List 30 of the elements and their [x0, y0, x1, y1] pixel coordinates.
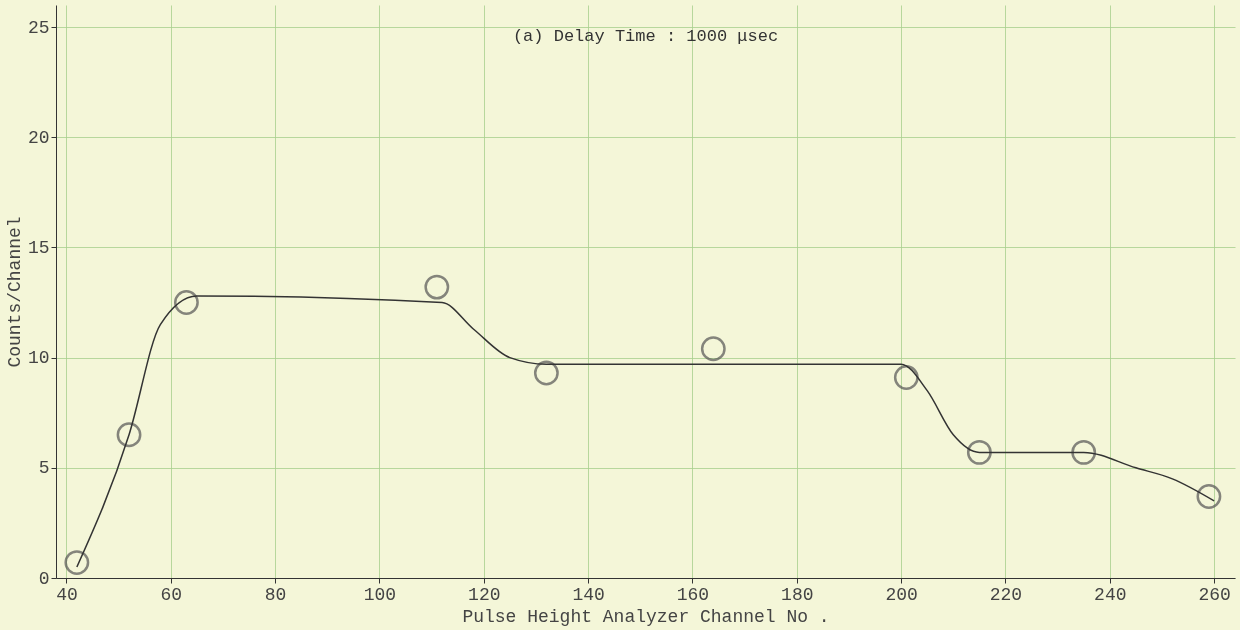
- x-tick-label: 120: [468, 584, 501, 605]
- x-tick-label: 180: [781, 584, 814, 605]
- y-tick-label: 0: [38, 568, 50, 589]
- y-tick-label: 25: [27, 17, 50, 38]
- y-tick-label: 20: [27, 127, 50, 148]
- y-tick-label: 5: [38, 458, 50, 479]
- point: [966, 439, 992, 465]
- x-tick-label: 60: [160, 584, 183, 605]
- point: [1071, 439, 1097, 465]
- x-tick-label: 160: [676, 584, 710, 605]
- x-tick-label: 240: [1094, 584, 1127, 605]
- point: [424, 274, 450, 300]
- x-tick-label: 260: [1198, 584, 1231, 605]
- x-tick-label: 40: [56, 584, 78, 605]
- line-series: [76, 295, 1215, 568]
- x-tick-label: 220: [989, 584, 1023, 605]
- x-tick-label: 80: [264, 584, 287, 605]
- point: [700, 336, 726, 362]
- x-tick-label: 200: [885, 584, 918, 605]
- x-axis-title: Pulse Height Analyzer Channel No .: [462, 606, 830, 627]
- y-tick-label: 15: [27, 237, 50, 258]
- point: [1196, 484, 1222, 509]
- text: (a) Delay Time : 1000 μsec: [512, 27, 779, 46]
- x-tick-label: 100: [363, 584, 397, 605]
- y-axis-title: Counts/Channel: [4, 216, 25, 368]
- point: [173, 290, 199, 315]
- x-tick-label: 140: [572, 584, 605, 605]
- point: [64, 550, 90, 575]
- point: [116, 422, 142, 448]
- y-tick-label: 10: [27, 348, 50, 369]
